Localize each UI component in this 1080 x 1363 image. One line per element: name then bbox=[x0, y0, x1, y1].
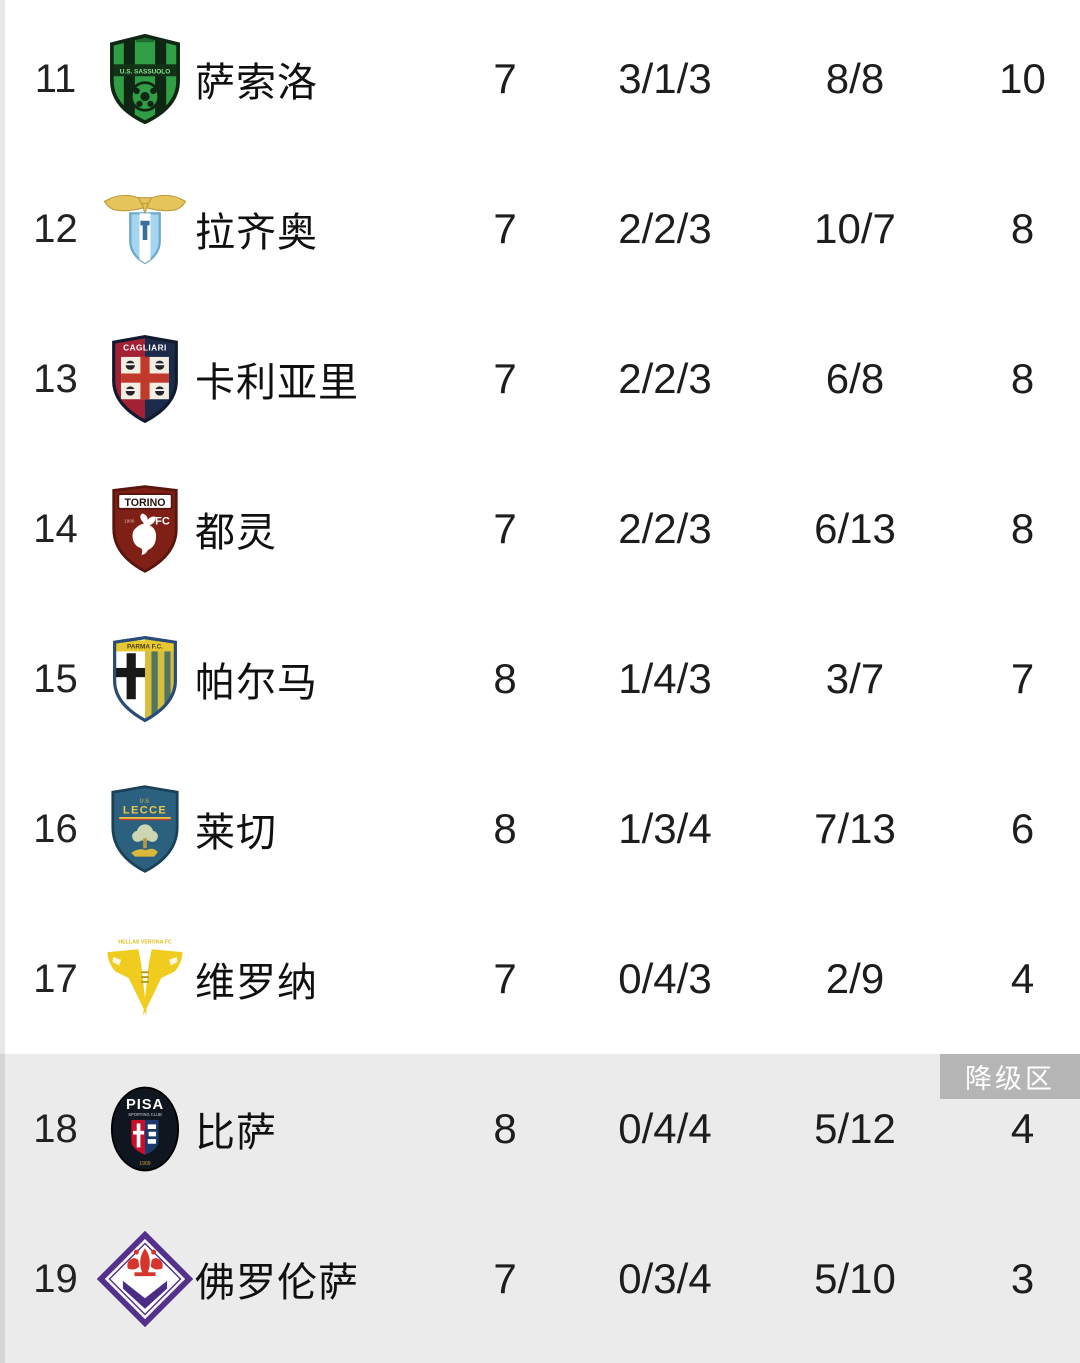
table-row[interactable]: 11 U.S. SASSUOLO 萨索洛 7 3/1/3 8/8 10 bbox=[0, 4, 1080, 154]
svg-text:SPORTING CLUB: SPORTING CLUB bbox=[128, 1112, 162, 1117]
team-name-cell: 都灵 bbox=[195, 511, 277, 555]
goals-for-against-cell: 10/7 bbox=[814, 205, 896, 252]
win-draw-loss-cell: 2/2/3 bbox=[618, 355, 712, 402]
played-cell: 7 bbox=[493, 355, 517, 402]
team-badge-pisa: PISA SPORTING CLUB 1909 bbox=[95, 1054, 195, 1204]
svg-text:U.S.: U.S. bbox=[140, 798, 151, 804]
rank-cell: 11 bbox=[34, 56, 77, 101]
played-cell: 7 bbox=[493, 1255, 517, 1302]
team-badge-sassuolo: U.S. SASSUOLO bbox=[95, 4, 195, 154]
goals-for-against-cell: 6/13 bbox=[814, 505, 896, 552]
svg-text:FC: FC bbox=[155, 515, 170, 527]
win-draw-loss-cell: 2/2/3 bbox=[618, 205, 712, 252]
svg-text:LECCE: LECCE bbox=[123, 804, 167, 816]
table-row[interactable]: 12 拉齐奥 7 2/2/3 10/7 8 bbox=[0, 154, 1080, 304]
team-badge-lecce: U.S. LECCE bbox=[95, 754, 195, 904]
team-name-cell: 帕尔马 bbox=[195, 661, 318, 705]
team-name-cell: 维罗纳 bbox=[195, 961, 318, 1005]
points-cell: 3 bbox=[1010, 1255, 1035, 1302]
svg-text:PARMA F.C.: PARMA F.C. bbox=[127, 644, 163, 651]
team-name-cell: 萨索洛 bbox=[195, 61, 318, 105]
standings-normal-section: 11 U.S. SASSUOLO 萨索洛 7 3/1/3 8/8 10 12 bbox=[0, 4, 1080, 1054]
relegation-zone-badge: 降级区 bbox=[940, 1054, 1080, 1099]
rank-cell: 15 bbox=[33, 656, 78, 701]
team-name-cell: 卡利亚里 bbox=[195, 361, 359, 405]
win-draw-loss-cell: 3/1/3 bbox=[618, 55, 712, 102]
team-badge-verona: HELLAS VERONA FC bbox=[95, 904, 195, 1054]
goals-for-against-cell: 7/13 bbox=[814, 805, 896, 852]
table-row[interactable]: 13 CAGLIARI 卡利亚里 7 2/2/3 6/8 8 bbox=[0, 304, 1080, 454]
team-name-cell: 拉齐奥 bbox=[195, 211, 318, 255]
goals-for-against-cell: 5/12 bbox=[814, 1105, 896, 1152]
team-badge-parma: PARMA F.C. bbox=[95, 604, 195, 754]
points-cell: 7 bbox=[1010, 655, 1035, 702]
points-cell: 10 bbox=[999, 55, 1046, 102]
rank-cell: 16 bbox=[33, 806, 78, 851]
table-row[interactable]: 17 HELLAS VERONA FC 维罗纳 7 0/4/3 2/9 4 bbox=[0, 904, 1080, 1054]
played-cell: 7 bbox=[493, 55, 517, 102]
table-row[interactable]: 18 PISA SPORTING CLUB 1909 比萨 8 0/4/4 5/… bbox=[0, 1054, 1080, 1204]
win-draw-loss-cell: 2/2/3 bbox=[618, 505, 712, 552]
rank-cell: 13 bbox=[33, 356, 78, 401]
goals-for-against-cell: 6/8 bbox=[825, 355, 885, 402]
team-badge-fiorentina bbox=[95, 1204, 195, 1354]
win-draw-loss-cell: 0/4/3 bbox=[618, 955, 712, 1002]
goals-for-against-cell: 2/9 bbox=[825, 955, 885, 1002]
rank-cell: 17 bbox=[33, 956, 78, 1001]
table-row[interactable]: 16 U.S. LECCE 莱切 8 1/3/4 7/13 6 bbox=[0, 754, 1080, 904]
played-cell: 8 bbox=[493, 805, 517, 852]
points-cell: 8 bbox=[1010, 355, 1035, 402]
win-draw-loss-cell: 0/3/4 bbox=[618, 1255, 712, 1302]
team-badge-lazio bbox=[95, 154, 195, 304]
team-badge-torino: TORINO FC 1906 bbox=[95, 454, 195, 604]
points-cell: 8 bbox=[1010, 205, 1035, 252]
svg-text:1906: 1906 bbox=[124, 519, 135, 524]
rank-cell: 14 bbox=[33, 506, 78, 551]
rank-cell: 12 bbox=[33, 206, 78, 251]
played-cell: 7 bbox=[493, 205, 517, 252]
played-cell: 7 bbox=[493, 955, 517, 1002]
team-badge-cagliari: CAGLIARI bbox=[95, 304, 195, 454]
svg-text:1909: 1909 bbox=[139, 1161, 150, 1167]
points-cell: 8 bbox=[1010, 505, 1035, 552]
played-cell: 8 bbox=[493, 655, 517, 702]
relegation-section: 降级区 18 PISA SPORTING CLUB 1909 比萨 8 0/4/… bbox=[0, 1054, 1080, 1363]
svg-text:CAGLIARI: CAGLIARI bbox=[123, 343, 167, 352]
played-cell: 7 bbox=[493, 505, 517, 552]
svg-text:U.S. SASSUOLO: U.S. SASSUOLO bbox=[120, 68, 170, 75]
win-draw-loss-cell: 0/4/4 bbox=[618, 1105, 712, 1152]
svg-text:PISA: PISA bbox=[126, 1097, 164, 1113]
team-name-cell: 莱切 bbox=[195, 811, 277, 855]
goals-for-against-cell: 8/8 bbox=[825, 55, 885, 102]
points-cell: 4 bbox=[1010, 1105, 1035, 1152]
svg-text:HELLAS VERONA FC: HELLAS VERONA FC bbox=[118, 939, 172, 945]
goals-for-against-cell: 3/7 bbox=[825, 655, 885, 702]
team-name-cell: 比萨 bbox=[195, 1111, 277, 1155]
points-cell: 6 bbox=[1010, 805, 1035, 852]
team-name-cell: 佛罗伦萨 bbox=[195, 1261, 359, 1305]
goals-for-against-cell: 5/10 bbox=[814, 1255, 896, 1302]
table-row[interactable]: 19 佛罗伦萨 7 0/3/4 5/10 3 bbox=[0, 1204, 1080, 1354]
points-cell: 4 bbox=[1010, 955, 1035, 1002]
win-draw-loss-cell: 1/4/3 bbox=[618, 655, 712, 702]
played-cell: 8 bbox=[493, 1105, 517, 1152]
table-row[interactable]: 15 PARMA F.C. 帕尔马 8 1/4/3 3/7 7 bbox=[0, 604, 1080, 754]
svg-text:TORINO: TORINO bbox=[125, 497, 166, 509]
win-draw-loss-cell: 1/3/4 bbox=[618, 805, 712, 852]
rank-cell: 19 bbox=[33, 1256, 78, 1301]
table-row[interactable]: 14 TORINO FC 1906 都灵 7 2/2/3 6/13 8 bbox=[0, 454, 1080, 604]
left-edge-strip bbox=[0, 0, 5, 1363]
rank-cell: 18 bbox=[33, 1106, 78, 1151]
